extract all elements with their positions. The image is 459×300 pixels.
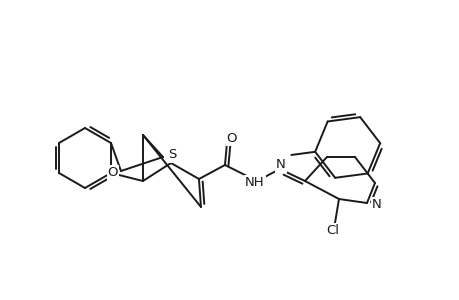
Text: O: O	[226, 131, 237, 145]
Text: NH: NH	[245, 176, 264, 190]
Text: S: S	[168, 148, 176, 161]
Text: O: O	[107, 167, 118, 179]
Text: Cl: Cl	[326, 224, 339, 238]
Text: N: N	[275, 158, 285, 172]
Text: N: N	[371, 199, 381, 212]
